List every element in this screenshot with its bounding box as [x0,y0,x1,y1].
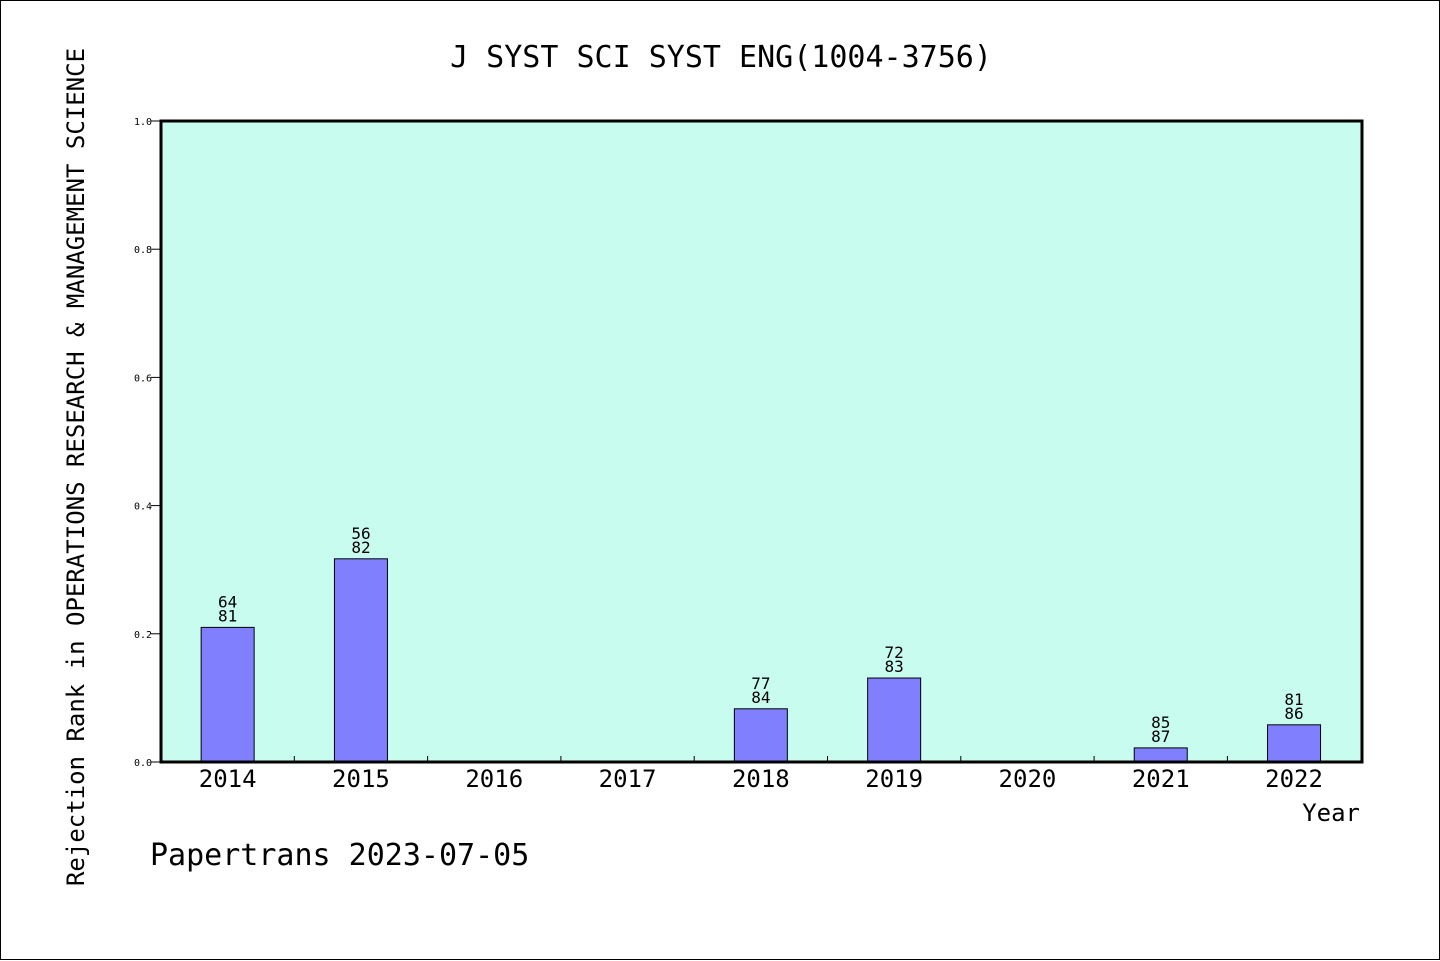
x-axis-label: Year [1302,799,1360,827]
y-tick-label: 1.0 [134,117,152,128]
y-axis-label: Rejection Rank in OPERATIONS RESEARCH & … [62,48,90,886]
y-tick-label: 0.0 [134,758,152,769]
y-tick-label: 0.2 [134,630,152,641]
x-tick-label: 2017 [599,765,657,793]
x-tick-label: 2020 [999,765,1057,793]
x-tick-label: 2014 [199,765,257,793]
x-tick-label: 2019 [865,765,923,793]
bar-label-bottom: 83 [885,657,904,676]
bar-label-top: 85 [1151,713,1170,732]
x-tick-label: 2022 [1265,765,1323,793]
y-tick-label: 0.6 [134,373,152,384]
bar-2021 [1133,747,1188,763]
axis-ticks: 0.0 0.2 0.4 0.6 0.8 1.0 2014 2015 2016 2017 2018 20… [134,117,1323,793]
bar-label-bottom: 84 [751,688,770,707]
bar-label-top: 72 [885,643,904,662]
bar-label-top: 81 [1284,690,1303,709]
bar-2019 [867,677,922,763]
bar-label-top: 56 [351,524,370,543]
plot-border [159,119,1364,764]
bar-label-bottom: 82 [351,538,370,557]
x-tick-label: 2021 [1132,765,1190,793]
x-tick-label: 2015 [332,765,390,793]
chart-title: J SYST SCI SYST ENG(1004-3756) [450,40,992,75]
bar-2015 [333,558,388,763]
x-tick-label: 2016 [465,765,523,793]
y-tick-label: 0.8 [134,245,152,256]
bar-label-top: 64 [218,592,237,611]
bar-label-bottom: 87 [1151,727,1170,746]
bar-2018 [733,708,788,763]
x-tick-label: 2018 [732,765,790,793]
bar-label-top: 77 [751,674,770,693]
y-tick-label: 0.4 [134,502,152,513]
bar-2022 [1267,724,1322,763]
footer-date-stamp: Papertrans 2023-07-05 [150,838,529,873]
bar-label-bottom: 86 [1284,704,1303,723]
bar-label-bottom: 81 [218,606,237,625]
bars [200,558,1322,763]
bar-2014 [200,626,255,763]
